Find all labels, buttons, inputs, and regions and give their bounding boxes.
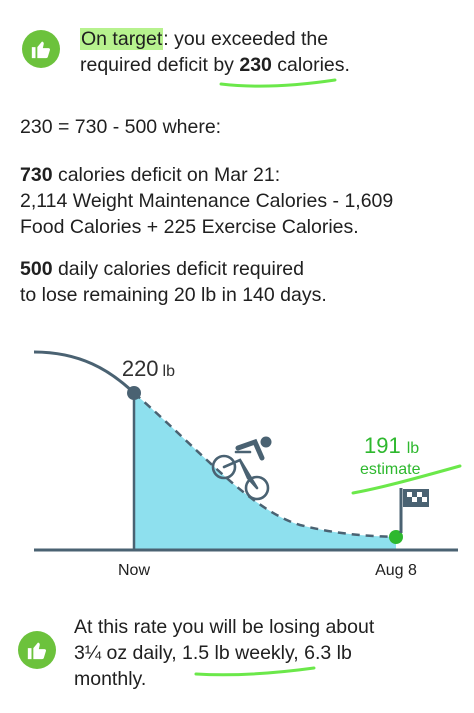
x-label-end: Aug 8 (375, 562, 417, 579)
start-point (127, 386, 141, 400)
cyclist-icon (211, 436, 272, 501)
start-weight-unit: lb (163, 363, 176, 380)
required-line-1: 500 daily calories deficit required (20, 256, 304, 282)
estimate-underline (351, 464, 462, 495)
rate-line-3: monthly. (74, 668, 147, 690)
start-weight-value: 220 (122, 356, 159, 381)
required-text: daily calories deficit required (52, 258, 304, 280)
end-weight-unit: lb (407, 440, 420, 457)
thumbs-up-icon-bottom (18, 631, 56, 669)
status-text-2: required deficit by (80, 54, 240, 76)
deficit-day-text: calories deficit on Mar 21: (52, 164, 281, 186)
estimate-label: estimate (360, 461, 421, 478)
deficit-line-3: Food Calories + 225 Exercise Calories. (20, 216, 359, 238)
status-line-1: On target: you exceeded the (80, 26, 328, 52)
status-text-3: calories. (271, 54, 350, 76)
deficit-line-2: 2,114 Weight Maintenance Calories - 1,60… (20, 190, 394, 212)
thumbs-up-icon (22, 30, 60, 68)
deficit-line-1: 730 calories deficit on Mar 21: (20, 162, 280, 188)
required-value: 500 (20, 258, 53, 280)
history-line (33, 350, 136, 395)
projection-area (134, 393, 396, 550)
x-label-now: Now (118, 562, 150, 579)
rate-line-2: 3¼ oz daily, 1.5 lb weekly, 6.3 lb (74, 642, 352, 664)
required-line-2: to lose remaining 20 lb in 140 days. (20, 284, 327, 306)
deficit-day-value: 730 (20, 164, 53, 186)
status-line-2: required deficit by 230 calories. (80, 52, 350, 78)
start-weight-label: 220 lb (122, 356, 175, 381)
status-text: : you exceeded the (163, 28, 329, 50)
weight-projection-chart: 220 lb 191 lb estimate Now Aug 8 (33, 350, 462, 579)
projection-line (133, 392, 397, 539)
rate-line-1: At this rate you will be losing about (74, 616, 375, 638)
end-point (389, 530, 403, 544)
deficit-value: 230 (239, 54, 272, 76)
equation-text: 230 = 730 - 500 where: (20, 116, 222, 138)
rate-underline (194, 666, 316, 677)
end-weight-label: 191 lb (364, 433, 419, 458)
finish-flag-icon (399, 488, 429, 533)
highlight-underline (219, 78, 337, 88)
on-target-label: On target (80, 28, 164, 50)
end-weight-value: 191 (364, 433, 401, 458)
